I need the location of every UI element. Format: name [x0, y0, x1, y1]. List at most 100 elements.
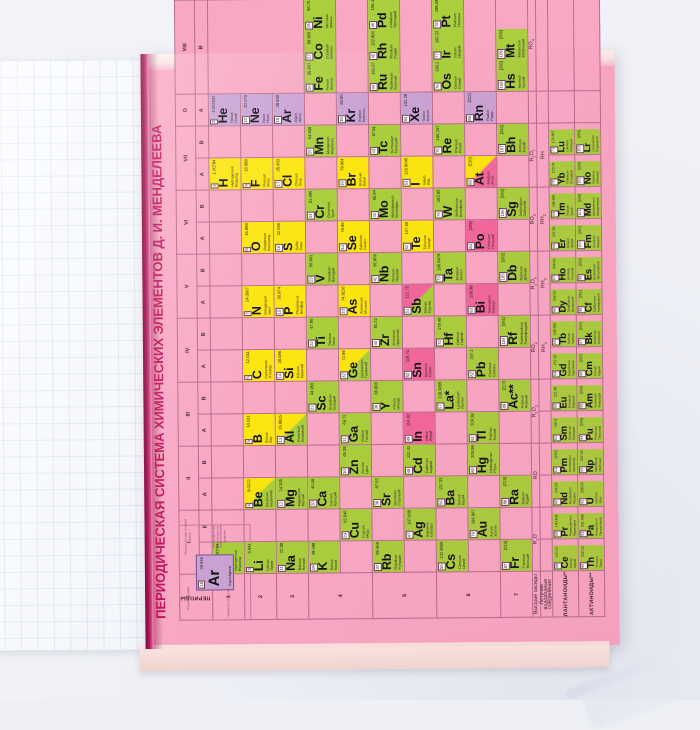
element-cell[interactable]: 68 167.26 Er Erbium Эрбий: [549, 218, 576, 252]
element-cell[interactable]: 30 65.39 Zn Zincum Цинк: [339, 444, 372, 477]
periodic-table-notebook-cover[interactable]: ПЕРИОДИЧЕСКАЯ СИСТЕМА ХИМИЧЕСКИХ ЭЛЕМЕНТ…: [139, 0, 620, 672]
element-cell[interactable]: 16 32.066 S Sulfur Сера: [273, 221, 306, 254]
element-cell[interactable]: 88 [226] Ra Radium Радий: [499, 475, 533, 508]
element-cell[interactable]: 86 [222] Rn Radon Радон: [464, 91, 497, 124]
element-cell[interactable]: 72 178.49 Hf Hafnium Гафний: [434, 315, 467, 349]
element-cell[interactable]: 2 4.002602 He Helium Гелий: [208, 93, 241, 127]
element-cell[interactable]: 6 12.011 C Carboneum Углерод: [242, 349, 276, 382]
element-cell[interactable]: 71 174.967 Lu Lutetium Лютеций: [548, 122, 575, 156]
element-cell[interactable]: 32 72.59 Ge Germanium Германий: [338, 348, 372, 381]
element-cell[interactable]: 96 [247] Cm Curium Кюрий: [576, 346, 603, 379]
element-cell[interactable]: 94 [244] Pu Plutonium Плутоний: [577, 410, 604, 443]
element-cell[interactable]: 24 51.996 Cr Chromium Хром: [305, 188, 338, 222]
element-cell[interactable]: 42 95.94 Mo Molybdaenum Молибден: [369, 188, 402, 221]
element-cell[interactable]: 11 22.99 Na Natrium Натрий: [276, 541, 309, 574]
element-cell[interactable]: 53 126.9045 I Iodum Иод: [401, 156, 434, 189]
element-cell[interactable]: 107 [262] Bh Bohrium Борий: [496, 123, 530, 156]
element-cell[interactable]: 60 144.24 Nd Neodymium Неодим: [551, 474, 579, 508]
element-cell[interactable]: 43 97.91 Tc Technetium Технеций: [368, 124, 402, 157]
element-cell[interactable]: 80 200.59 Hg Hydrargyrum Ртуть: [467, 443, 500, 476]
element-cell[interactable]: 7 14.0067 N Nitrogenium Азот: [242, 285, 275, 318]
element-cell[interactable]: 74 183.85 W Wolframium Вольфрам: [433, 187, 466, 221]
element-cell[interactable]: 62 150.4 Sm Samarium Самарий: [551, 410, 578, 444]
element-cell[interactable]: 17 35.453 Cl Chlorum Хлор: [273, 157, 306, 190]
element-cell[interactable]: 65 158.925 Tb Terbium Тербий: [550, 314, 577, 348]
element-cell[interactable]: 54 131.29 Xe Xenon Ксенон: [400, 92, 433, 125]
element-cell[interactable]: 31 69.72 Ga Gallium Галлий: [339, 412, 372, 445]
element-cell[interactable]: 97 [247] Bk Berkelium Берклий: [576, 314, 603, 347]
element-cell[interactable]: 52 127.60 Te Tellurium Теллур: [401, 220, 434, 253]
element-cell[interactable]: 90 232.04 Th Thorium Торий: [578, 538, 605, 571]
element-cell[interactable]: 95 [243] Am Americium Америций: [576, 378, 604, 411]
element-cell[interactable]: 23 50.941 V Vanadium Ванадий: [305, 252, 339, 286]
element-cell[interactable]: 49 114.82 In Indium Индий: [403, 412, 436, 445]
element-cell[interactable]: 66 162.50 Dy Dysprosium Диспрозий: [550, 282, 577, 316]
element-cell[interactable]: 47 107.868 Ag Argentum Серебро: [404, 508, 437, 541]
element-cell[interactable]: 19 39.098 K Kalium Калий: [308, 540, 341, 574]
element-cell[interactable]: 20 40.08 Ca Calcium Кальций: [307, 476, 341, 510]
element-cell[interactable]: 21 44.956 Sc Scandium Скандий: [307, 380, 340, 414]
element-cell[interactable]: 101 [258] Md Mendelevium Менделевий: [575, 186, 602, 219]
element-cell[interactable]: 50 118.71 Sn Stannum Олово: [402, 348, 436, 381]
element-cell[interactable]: 103 [260] Lr Lawrencium Лоуренсий: [574, 122, 601, 155]
element-cell[interactable]: 37 85.468 Rb Rubidium Рубидий: [372, 540, 405, 573]
element-cell[interactable]: 70 173.04 Yb Ytterbium Иттербий: [548, 154, 576, 188]
element-cell[interactable]: 92 238.03 U Uranium Уран: [577, 474, 605, 507]
element-cell[interactable]: 15 30.974 P Phosphorus Фосфор: [274, 285, 307, 318]
element-cell[interactable]: 1 1.00794 H Hydrogenium Водород: [209, 157, 242, 191]
element-cell[interactable]: 105 [262] Db Dubnium Дубний: [497, 251, 531, 284]
element-cell[interactable]: 67 164.93 Ho Holmium Гольмий: [549, 250, 577, 284]
element-cell[interactable]: 9 18.998 F Fluorum Фтор: [241, 157, 274, 190]
element-symbol: Ir: [439, 50, 454, 59]
element-cell[interactable]: 82 207.2 Pb Plumbum Свинец: [466, 347, 500, 380]
element-cell[interactable]: 99 [252] Es Einsteinium Эйнштейний: [575, 250, 603, 283]
element-cell[interactable]: 84 [209] Po Polonium Полоний: [465, 219, 498, 252]
element-cell[interactable]: 29 63.546 Cu Cuprum Медь: [340, 508, 373, 541]
element-cell[interactable]: 41 92.906 Nb Niobium Ниобий: [369, 252, 403, 285]
element-cell[interactable]: 14 28.086 Si Silicium Кремний: [274, 349, 308, 382]
element-cell[interactable]: 73 180.9479 Ta Tantalum Тантал: [433, 251, 467, 285]
element-cell[interactable]: 51 121.75 Sb Stibium Сурьма: [402, 284, 435, 317]
element-cell[interactable]: 10 20.179 Ne Neon Неон: [240, 93, 273, 126]
element-cell[interactable]: 13 26.9815 Al Aluminium Алюминий: [275, 413, 308, 446]
element-cell[interactable]: 93 237.05 Np Neptunium Нептуний: [577, 442, 604, 475]
element-cell[interactable]: 8 15.999 O Oxygenium Кислород: [241, 221, 274, 254]
element-cell[interactable]: 33 74.9216 As Arsenicum Мышьяк: [338, 284, 371, 317]
element-cell[interactable]: 100 [257] Fm Fermium Фермий: [575, 218, 602, 251]
element-cell[interactable]: 36 83.80 Kr Krypton Криптон: [336, 92, 369, 125]
element-cell[interactable]: 83 208.98 Bi Bismuthum Висмут: [466, 283, 499, 316]
element-cell[interactable]: 57 138.9055 La* Lanthanum Лантан: [435, 379, 468, 413]
element-cell[interactable]: 4 9.0122 Be Beryllium Бериллий: [243, 477, 277, 510]
element-cell[interactable]: 87 [223] Fr Francium Франций: [500, 539, 533, 572]
element-cell[interactable]: 79 196.967 Au Aurum Золото: [468, 507, 501, 540]
element-cell[interactable]: 55 132.9055 Cs Caesium Цезий: [436, 539, 469, 573]
element-cell[interactable]: 56 137.33 Ba Barium Барий: [435, 475, 469, 509]
element-cell[interactable]: 3 6.941 Li Lithium Литий: [244, 541, 277, 574]
element-cell[interactable]: 22 47.90 Ti Titanium Титан: [306, 316, 339, 350]
element-cell[interactable]: 85 [210] At Astatium Астат: [465, 155, 498, 188]
element-cell[interactable]: 91 231.036 Pa Protactinium Протактиний: [578, 506, 605, 539]
element-cell[interactable]: 25 54.938 Mn Manganum Марганец: [304, 124, 338, 158]
element-cell[interactable]: 106 [263] Sg Seaborgium Сиборгий: [497, 187, 530, 220]
element-cell[interactable]: 63 151.96 Eu Europium Европий: [550, 378, 578, 412]
element-cell[interactable]: 75 186.207 Re Rhenium Рений: [432, 123, 466, 157]
element-cell[interactable]: 64 157.25 Gd Gadolinium Гадолиний: [550, 346, 577, 380]
element-cell[interactable]: 39 88.906 Y Yttrium Иттрий: [371, 380, 404, 413]
element-cell[interactable]: 98 [251] Cf Californium Калифорний: [576, 282, 603, 315]
element-cell[interactable]: 18 39.948 Ar Argon Аргон: [272, 93, 305, 126]
element-cell[interactable]: 35 79.904 Br Bromum Бром: [337, 156, 370, 189]
element-cell[interactable]: 104 [261] Rf Rutherfordium Резерфордий: [498, 315, 531, 348]
element-cell[interactable]: 12 24.305 Mg Magnesium Магний: [275, 477, 309, 510]
element-cell[interactable]: 81 204.38 Tl Thallium Таллий: [467, 411, 500, 444]
element-cell[interactable]: 48 112.41 Cd Cadmium Кадмий: [403, 444, 436, 477]
element-cell[interactable]: 69 168.934 Tm Thulium Тулий: [549, 186, 576, 220]
element-cell[interactable]: 58 140.12 Ce Cerium Церий: [552, 538, 579, 572]
element-cell[interactable]: 61 [145] Pm Promethium Прометий: [551, 442, 578, 476]
element-cell[interactable]: 102 [259] No Nobelium Нобелий: [574, 154, 602, 187]
element-cell[interactable]: 38 87.62 Sr Strontium Стронций: [371, 476, 405, 509]
element-cell[interactable]: 40 91.22 Zr Zirconium Цирконий: [370, 316, 403, 349]
element-cell[interactable]: 89 [227] Ac** Actinium Актиний: [499, 379, 532, 412]
element-cell[interactable]: 59 140.908 Pr Praseodymium Празеодим: [552, 506, 579, 540]
element-cell[interactable]: 5 10.811 B Borum Бор: [243, 413, 276, 446]
element-cell[interactable]: 34 78.96 Se Selenium Селен: [337, 220, 370, 253]
